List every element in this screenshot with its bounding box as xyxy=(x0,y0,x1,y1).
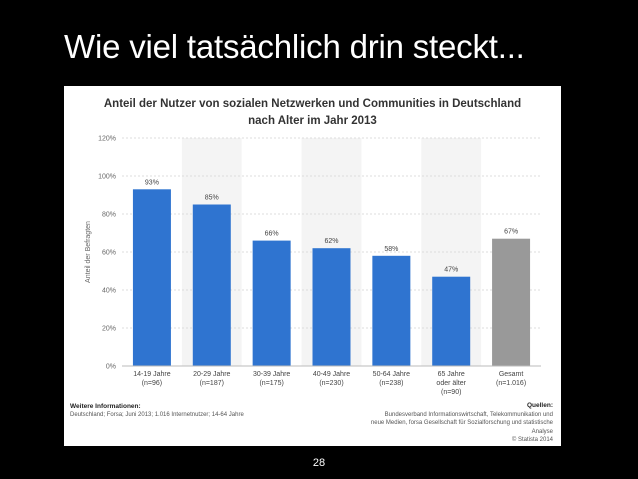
y-tick-label: 40% xyxy=(102,288,116,295)
chart-panel: Anteil der Nutzer von sozialen Netzwerke… xyxy=(64,86,561,446)
bar-value-label: 85% xyxy=(205,195,219,202)
bar-chart: 0% 20% 40% 60% 80% 100% 120% Anteil der Befragt… xyxy=(85,136,541,396)
sources-heading: Quellen: xyxy=(526,402,553,409)
bar-value-label: 47% xyxy=(444,267,458,274)
chart-title-line-1: Anteil der Nutzer von sozialen Netzwerke… xyxy=(103,98,522,110)
x-tick-label: (n=1.016) xyxy=(496,380,526,387)
info-heading: Weitere Informationen: xyxy=(70,403,141,410)
bar-value-label: 58% xyxy=(384,246,398,253)
sources-line-1: Bundesverband Informationswirtschaft, Te… xyxy=(384,411,553,418)
sources-line-3: Analyse xyxy=(531,428,553,435)
bar xyxy=(132,189,171,366)
chart-title: Anteil der Nutzer von sozialen Netzwerke… xyxy=(64,96,561,130)
x-tick-label: 40-49 Jahre xyxy=(313,371,350,378)
footer-sources: Quellen: Bundesverband Informationswirts… xyxy=(313,402,553,445)
bar-value-label: 62% xyxy=(324,238,338,245)
info-text: Deutschland; Forsa; Juni 2013; 1.016 Int… xyxy=(70,412,244,418)
bar xyxy=(372,255,411,366)
x-tick-label: (n=175) xyxy=(259,380,283,387)
page-number: 28 xyxy=(312,457,326,469)
x-tick-label: Gesamt xyxy=(499,371,524,378)
y-tick-label: 120% xyxy=(98,136,116,143)
bar-value-label: 67% xyxy=(504,229,518,236)
x-tick-label: 65 Jahre xyxy=(438,371,465,378)
y-axis-label: Anteil der Befragten xyxy=(85,221,92,283)
bar xyxy=(312,248,351,366)
x-tick-label: (n=187) xyxy=(200,380,224,387)
bar-value-label: 93% xyxy=(145,179,159,186)
x-tick-label: 50-64 Jahre xyxy=(373,371,410,378)
y-tick-label: 60% xyxy=(102,250,116,257)
slide-title: Wie viel tatsächlich drin steckt... xyxy=(64,28,525,65)
x-tick-label: (n=238) xyxy=(379,380,403,387)
bar xyxy=(192,204,231,366)
footer-info: Weitere Informationen: Deutschland; Fors… xyxy=(70,402,300,420)
sources-line-2: neue Medien, forsa Gesellschaft für Sozi… xyxy=(370,420,553,426)
y-tick-label: 0% xyxy=(106,364,116,371)
bar xyxy=(492,238,531,366)
bar xyxy=(252,240,291,366)
x-tick-label: (n=230) xyxy=(319,380,343,387)
x-tick-label: (n=90) xyxy=(441,389,461,396)
x-tick-label: 14-19 Jahre xyxy=(133,371,170,378)
sources-line-4: © Statista 2014 xyxy=(511,437,553,443)
y-tick-label: 100% xyxy=(98,174,116,181)
bar-value-label: 66% xyxy=(265,231,279,238)
chart-title-line-2: nach Alter im Jahr 2013 xyxy=(248,115,377,127)
x-tick-label: oder älter xyxy=(436,380,466,387)
y-tick-label: 20% xyxy=(102,326,116,333)
x-tick-label: 30-39 Jahre xyxy=(253,371,290,378)
bar xyxy=(432,276,471,366)
y-tick-label: 80% xyxy=(102,212,116,219)
x-tick-label: (n=96) xyxy=(142,380,162,387)
x-tick-label: 20-29 Jahre xyxy=(193,371,230,378)
